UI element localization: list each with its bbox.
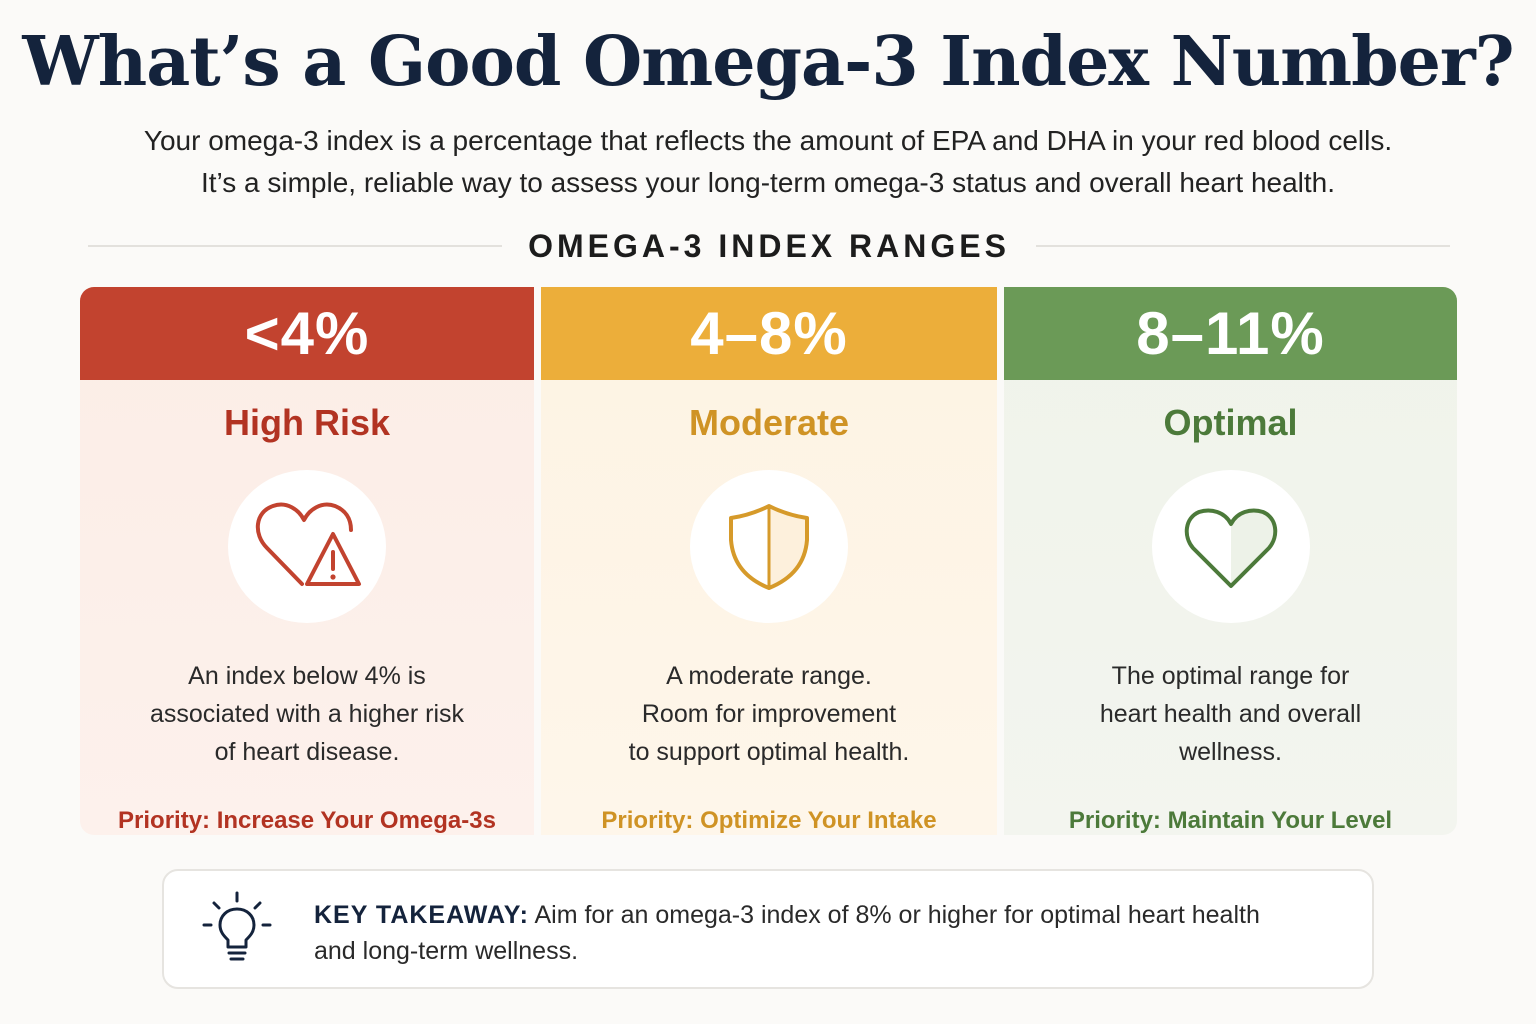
priority-text: Priority: Increase Your Omega-3s (118, 807, 496, 835)
intro-line-2: It’s a simple, reliable way to assess yo… (200, 167, 1336, 198)
heart-icon (1184, 508, 1277, 588)
description-line: Room for improvement (641, 700, 897, 729)
range-label: High Risk (223, 401, 391, 443)
range-label: Moderate (688, 401, 850, 443)
priority-text: Priority: Maintain Your Level (1068, 807, 1393, 835)
description-line: heart health and overall (1099, 700, 1362, 729)
range-value: 4–8% (541, 287, 997, 380)
description-line: to support optimal health. (628, 738, 910, 767)
section-title: OMEGA-3 INDEX RANGES (528, 227, 1010, 264)
range-description: The optimal range for heart health and o… (1100, 657, 1361, 771)
range-label: Optimal (1163, 401, 1298, 443)
priority-text: Priority: Optimize Your Intake (601, 807, 937, 835)
icon-badge (690, 470, 848, 624)
description-line: associated with a higher risk (149, 700, 465, 729)
intro-text: Your omega-3 index is a percentage that … (0, 120, 1536, 204)
description-line: An index below 4% is (188, 662, 426, 691)
description-line: The optimal range for (1111, 662, 1350, 691)
range-card-moderate: 4–8% Moderate A moderate range. Room for… (541, 287, 997, 835)
icon-badge (1151, 470, 1310, 624)
lightbulb-icon (202, 891, 272, 961)
range-value: 8–11% (1004, 287, 1457, 380)
range-cards: <4% High Risk An index below 4% is assoc… (80, 287, 1457, 835)
shield-icon (729, 503, 809, 590)
takeaway-line-2: and long-term wellness. (314, 937, 579, 965)
range-card-high-risk: <4% High Risk An index below 4% is assoc… (80, 287, 534, 835)
range-description: A moderate range. Room for improvement t… (629, 657, 910, 771)
takeaway-text: KEY TAKEAWAY: Aim for an omega-3 index o… (314, 897, 1354, 969)
intro-line-1: Your omega-3 index is a percentage that … (143, 125, 1393, 156)
section-header: OMEGA-3 INDEX RANGES (88, 224, 1451, 268)
description-line: A moderate range. (666, 662, 872, 691)
heart-warning-icon (256, 502, 361, 586)
page-title: What’s a Good Omega-3 Index Number? (22, 22, 1514, 102)
takeaway-message: Aim for an omega-3 index of 8% or higher… (528, 901, 1260, 929)
takeaway-key: KEY TAKEAWAY: (314, 901, 529, 929)
key-takeaway-box: KEY TAKEAWAY: Aim for an omega-3 index o… (162, 869, 1374, 989)
description-line: of heart disease. (214, 738, 400, 767)
divider-left (88, 245, 503, 247)
icon-badge (228, 470, 386, 624)
takeaway-line-1: KEY TAKEAWAY: Aim for an omega-3 index o… (314, 897, 1354, 933)
description-line: wellness. (1179, 738, 1282, 767)
divider-right (1035, 245, 1451, 247)
range-card-optimal: 8–11% Optimal The optimal range for hear… (1004, 287, 1457, 835)
range-value: <4% (80, 287, 534, 380)
range-description: An index below 4% is associated with a h… (150, 657, 464, 771)
